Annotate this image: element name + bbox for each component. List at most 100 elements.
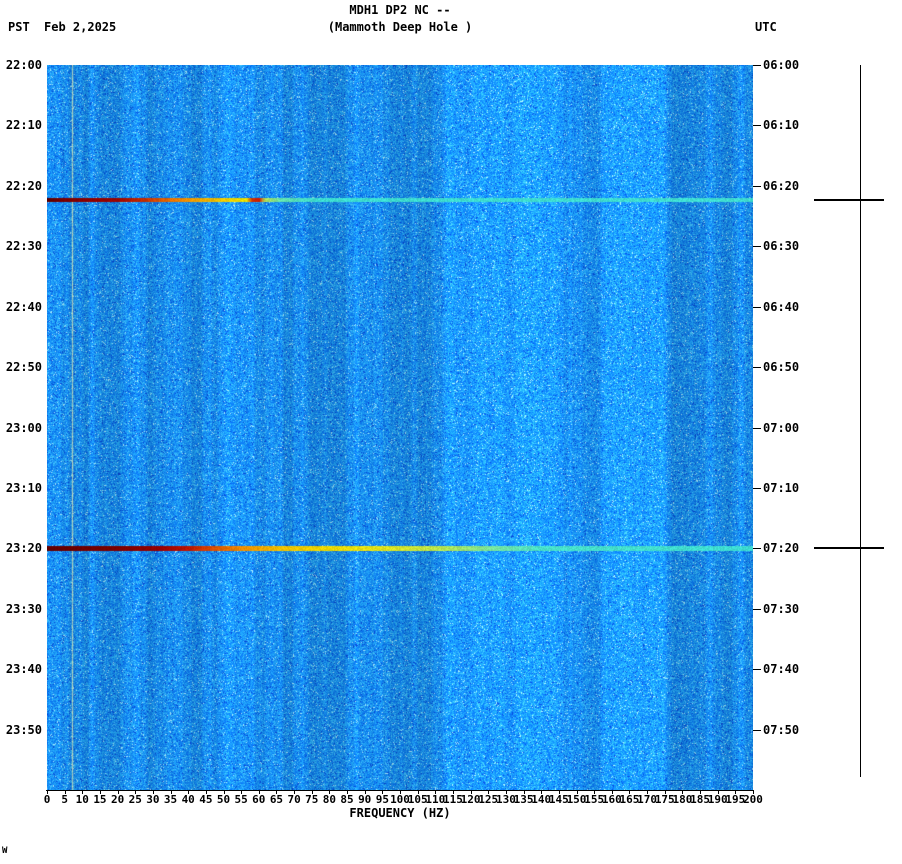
y-axis-label-right: 07:30: [763, 601, 800, 616]
x-axis-tick: [364, 790, 366, 794]
x-axis-tick-label: 90: [358, 793, 372, 806]
x-axis-tick-label: 15: [93, 793, 107, 806]
x-axis-tick: [188, 790, 190, 794]
x-axis-tick: [664, 790, 666, 794]
x-axis-tick-label: 165: [619, 793, 640, 806]
y-axis-label-left: 22:10: [5, 118, 42, 133]
x-axis-tick-label: 190: [707, 793, 728, 806]
y-axis-label-right: 07:20: [763, 541, 800, 556]
y-axis-tick-right: [753, 729, 761, 731]
y-axis-label-right: 06:30: [763, 239, 800, 254]
page-title: MDH1 DP2 NC --: [349, 3, 451, 17]
x-axis-tick-label: 5: [61, 793, 68, 806]
x-axis-title: FREQUENCY (HZ): [349, 806, 451, 820]
x-axis-tick: [347, 790, 349, 794]
x-axis-tick-label: 135: [513, 793, 534, 806]
y-axis-label-right: 06:20: [763, 178, 800, 193]
y-axis-label-left: 23:50: [5, 722, 42, 737]
x-axis-tick-label: 30: [146, 793, 160, 806]
event-time-marker: [814, 547, 884, 550]
x-axis-tick: [417, 790, 419, 794]
x-axis-tick-label: 95: [375, 793, 389, 806]
right-margin-reference-line: [860, 65, 861, 777]
x-axis-tick: [594, 790, 596, 794]
x-axis-tick-label: 180: [672, 793, 693, 806]
x-axis-tick-label: 60: [252, 793, 266, 806]
x-axis-tick: [294, 790, 296, 794]
x-axis-tick-label: 155: [584, 793, 605, 806]
y-axis-tick-right: [753, 669, 761, 671]
y-axis-label-right: 06:10: [763, 118, 800, 133]
date-label: Feb 2,2025: [44, 20, 117, 34]
y-axis-tick-right: [753, 185, 761, 187]
y-axis-label-left: 23:40: [5, 662, 42, 677]
x-axis-tick: [382, 790, 384, 794]
x-axis-tick: [82, 790, 84, 794]
x-axis-tick-label: 140: [531, 793, 552, 806]
x-axis-tick: [717, 790, 719, 794]
y-axis-label-right: 06:00: [763, 58, 800, 72]
spectrogram-canvas: [47, 65, 753, 790]
y-axis-tick-right: [753, 608, 761, 610]
x-axis-tick-label: 65: [269, 793, 284, 806]
x-axis-tick: [205, 790, 207, 794]
x-axis-tick: [611, 790, 613, 794]
y-axis-label-left: 22:40: [5, 299, 42, 314]
y-axis-label-left: 22:00: [5, 58, 42, 72]
x-axis-tick-label: 25: [128, 793, 142, 806]
x-axis-tick-label: 195: [725, 793, 746, 806]
timezone-left-label: PST: [8, 20, 30, 34]
x-axis-tick-label: 105: [407, 793, 428, 806]
y-axis-label-right: 07:40: [763, 662, 800, 677]
x-axis-tick-label: 200: [743, 793, 763, 806]
x-axis-tick-label: 55: [234, 793, 248, 806]
x-axis-tick: [99, 790, 101, 794]
x-axis-tick-label: 120: [460, 793, 481, 806]
x-axis-tick: [241, 790, 243, 794]
x-axis-tick-label: 170: [637, 793, 658, 806]
y-axis-label-left: 23:00: [5, 420, 42, 435]
x-axis-tick: [152, 790, 154, 794]
x-axis-tick: [135, 790, 137, 794]
x-axis-tick: [700, 790, 702, 794]
x-axis-tick-label: 10: [75, 793, 89, 806]
y-axis-label-right: 06:40: [763, 299, 800, 314]
x-axis-tick: [470, 790, 472, 794]
y-axis-label-right: 06:50: [763, 360, 800, 375]
x-axis-tick-label: 130: [495, 793, 516, 806]
y-axis-tick-right: [753, 306, 761, 308]
x-axis-tick: [64, 790, 66, 794]
corner-mark: W: [2, 846, 8, 856]
event-time-marker: [814, 198, 884, 201]
x-axis-tick-label: 85: [340, 793, 354, 806]
x-axis-tick: [170, 790, 172, 794]
x-axis-tick-label: 20: [110, 793, 125, 806]
x-axis-tick: [276, 790, 278, 794]
y-axis-tick-right: [753, 125, 761, 127]
x-axis-tick: [452, 790, 454, 794]
y-axis-label-left: 23:10: [5, 480, 42, 495]
x-axis-tick: [523, 790, 525, 794]
y-axis-label-left: 23:30: [5, 601, 42, 616]
y-axis-label-right: 07:50: [763, 722, 800, 737]
x-axis-tick-label: 125: [478, 793, 499, 806]
x-axis-tick: [311, 790, 313, 794]
x-axis-tick: [576, 790, 578, 794]
x-axis-tick-label: 145: [548, 793, 569, 806]
x-axis-tick-label: 80: [322, 793, 337, 806]
y-axis-tick-right: [753, 427, 761, 429]
x-axis-tick: [400, 790, 401, 794]
x-axis-tick: [329, 790, 331, 794]
x-axis-tick-label: 35: [163, 793, 178, 806]
x-axis-tick: [753, 790, 754, 794]
y-axis-label-right: 07:00: [763, 420, 800, 435]
x-axis-tick-label: 175: [654, 793, 675, 806]
x-axis-tick-label: 45: [199, 793, 213, 806]
x-axis-tick-label: 160: [601, 793, 622, 806]
x-axis-tick: [47, 790, 48, 794]
x-axis-tick-label: 40: [181, 793, 195, 806]
y-axis-label-left: 22:50: [5, 360, 42, 375]
y-axis-tick-right: [753, 487, 761, 489]
x-axis-tick-label: 0: [43, 793, 51, 806]
